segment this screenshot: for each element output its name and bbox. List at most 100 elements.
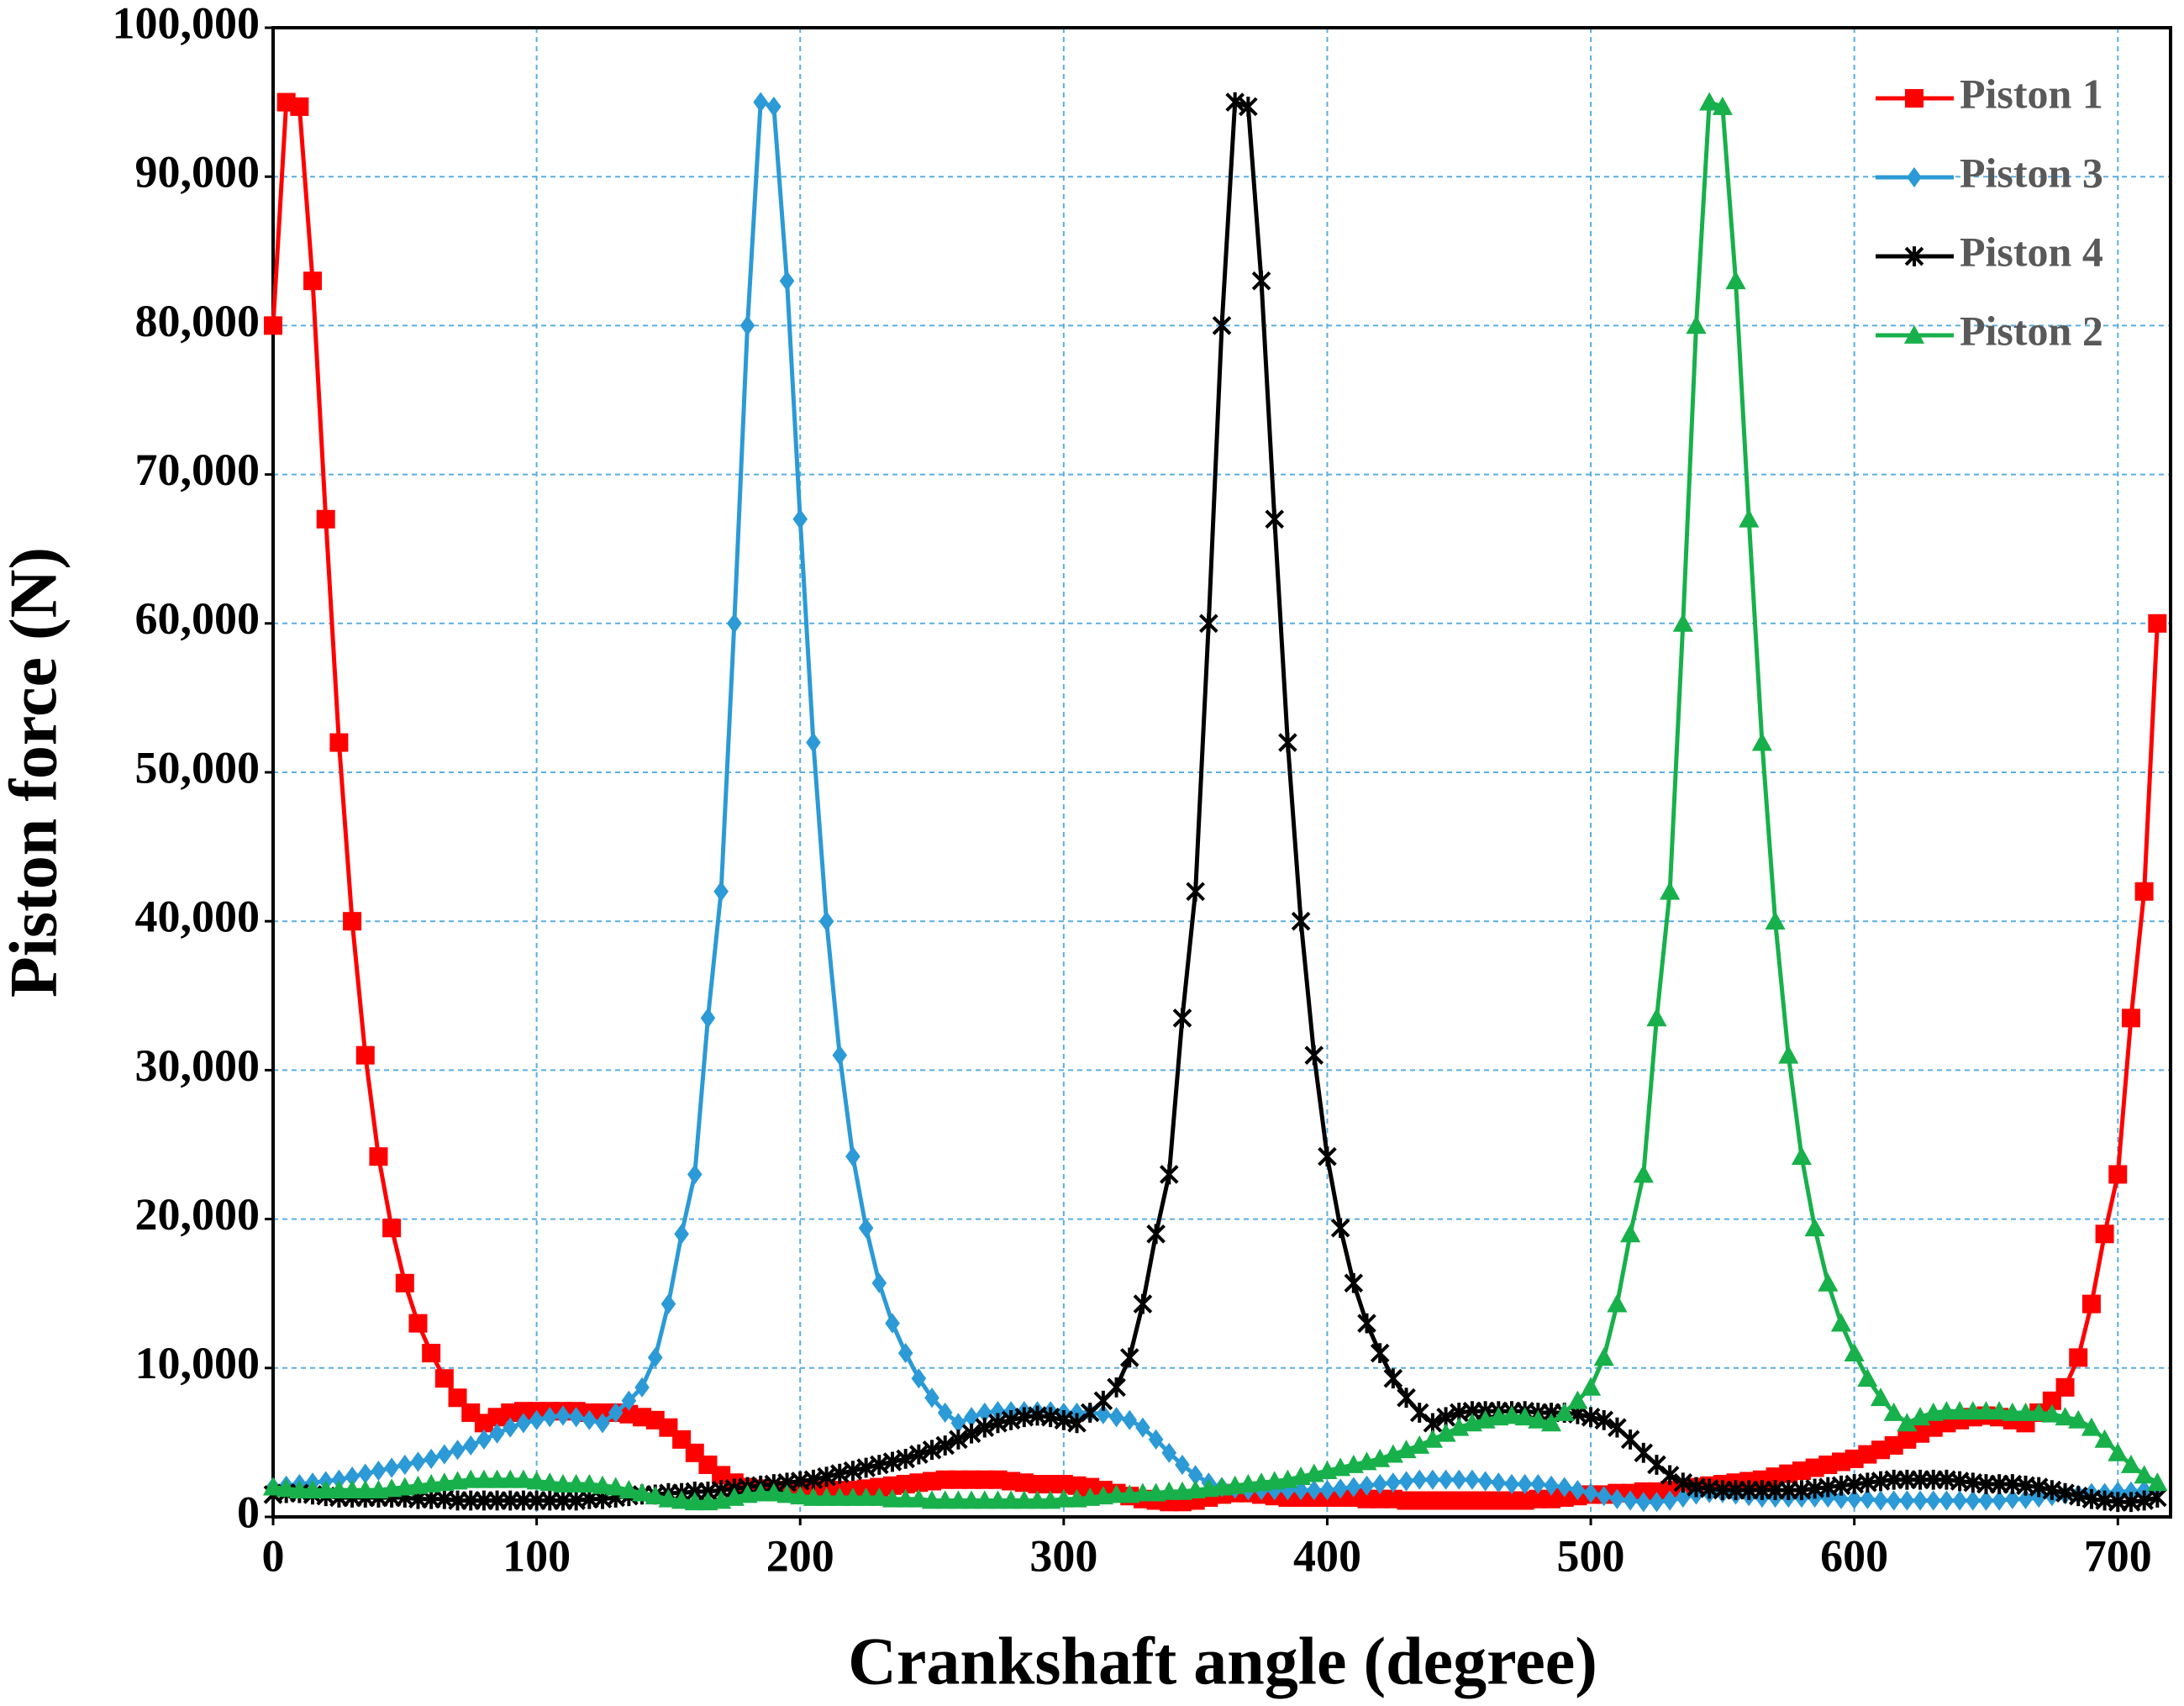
data-point: [1830, 1313, 1852, 1332]
data-point: [908, 1488, 929, 1508]
data-point: [2041, 1403, 2062, 1423]
data-point: [1804, 1218, 1825, 1237]
data-point: [476, 1429, 492, 1450]
data-point: [424, 1448, 439, 1469]
data-point: [1962, 1401, 1983, 1420]
data-point: [1619, 1224, 1641, 1243]
data-point: [582, 1409, 597, 1430]
data-point: [976, 1402, 992, 1424]
data-point: [1873, 1490, 1888, 1511]
data-point: [897, 1342, 913, 1364]
data-point: [341, 1480, 363, 1499]
data-point: [1992, 1490, 2007, 1511]
data-point: [1950, 1401, 1971, 1420]
data-point: [1528, 1409, 1549, 1429]
data-point: [1925, 1490, 1941, 1511]
data-point: [1306, 1480, 1322, 1501]
data-point: [871, 1272, 887, 1293]
data-point: [329, 1480, 350, 1499]
data-point: [869, 1487, 890, 1506]
data-point: [727, 613, 742, 634]
data-point: [329, 733, 349, 752]
data-point: [948, 1490, 969, 1509]
data-point: [1609, 1488, 1625, 1509]
data-point: [921, 1490, 943, 1509]
data-point: [1199, 613, 1218, 634]
data-point: [290, 97, 309, 116]
y-axis-title: Piston force (N): [0, 547, 71, 998]
data-point: [1106, 1484, 1127, 1503]
data-point: [2055, 1407, 2076, 1426]
data-point: [881, 1488, 903, 1508]
data-point: [937, 1402, 953, 1424]
data-point: [934, 1490, 955, 1509]
data-point: [1409, 1403, 1429, 1423]
data-point: [408, 1314, 428, 1333]
data-point: [1027, 1490, 1048, 1509]
x-tick-label: 100: [503, 1530, 571, 1581]
data-point: [1936, 1401, 1957, 1420]
data-point: [1372, 1473, 1387, 1495]
data-point: [1330, 1218, 1350, 1239]
data-point: [671, 1490, 692, 1509]
data-point: [463, 1435, 479, 1456]
data-point: [489, 1423, 505, 1444]
data-point: [2081, 1294, 2101, 1314]
data-point: [2015, 1402, 2036, 1421]
y-tick-label: 10,000: [135, 1338, 261, 1388]
data-point: [343, 912, 362, 931]
y-tick-label: 100,000: [113, 0, 261, 48]
data-point: [2069, 1348, 2088, 1367]
data-point: [766, 96, 782, 118]
data-point: [1989, 1401, 2010, 1420]
data-point: [395, 1273, 414, 1293]
data-point: [1899, 1490, 1915, 1511]
data-point: [975, 1417, 995, 1438]
data-point: [542, 1407, 558, 1428]
data-point: [935, 1435, 955, 1456]
data-point: [355, 1045, 375, 1065]
data-point: [503, 1417, 518, 1438]
data-point: [818, 911, 834, 932]
data-point: [2095, 1224, 2114, 1244]
data-point: [1304, 1045, 1324, 1066]
data-point: [753, 92, 768, 113]
data-point: [1673, 1472, 1693, 1493]
data-point: [1860, 1488, 1876, 1509]
data-point: [1514, 1407, 1535, 1426]
legend-label: Piston 2: [1960, 307, 2103, 354]
data-point: [1148, 1429, 1164, 1450]
data-point: [1976, 1401, 1997, 1420]
data-point: [950, 1413, 966, 1434]
data-point: [1712, 96, 1733, 115]
data-point: [779, 271, 795, 292]
data-point: [2148, 613, 2167, 633]
data-point: [700, 1008, 716, 1029]
data-point: [621, 1390, 637, 1411]
data-point: [750, 1482, 771, 1502]
data-point: [1053, 1488, 1074, 1508]
y-tick-label: 20,000: [135, 1189, 261, 1240]
data-point: [1291, 911, 1311, 932]
data-point: [885, 1313, 900, 1334]
y-tick-label: 80,000: [135, 296, 261, 346]
data-point: [1186, 881, 1205, 902]
data-point: [829, 1487, 850, 1506]
data-point: [895, 1488, 916, 1508]
legend-label: Piston 1: [1960, 70, 2103, 117]
data-point: [1397, 1387, 1416, 1409]
data-point: [1132, 1482, 1154, 1502]
data-point: [2094, 1429, 2115, 1448]
data-point: [806, 732, 821, 753]
data-point: [1844, 1342, 1865, 1361]
data-point: [845, 1146, 860, 1167]
data-point: [1886, 1490, 1902, 1511]
data-point: [595, 1413, 610, 1434]
data-point: [1239, 97, 1258, 117]
data-point: [1818, 1272, 1839, 1292]
data-point: [1594, 1409, 1614, 1430]
data-point: [2002, 1402, 2023, 1421]
data-point: [605, 1477, 626, 1496]
data-point: [790, 1486, 811, 1505]
